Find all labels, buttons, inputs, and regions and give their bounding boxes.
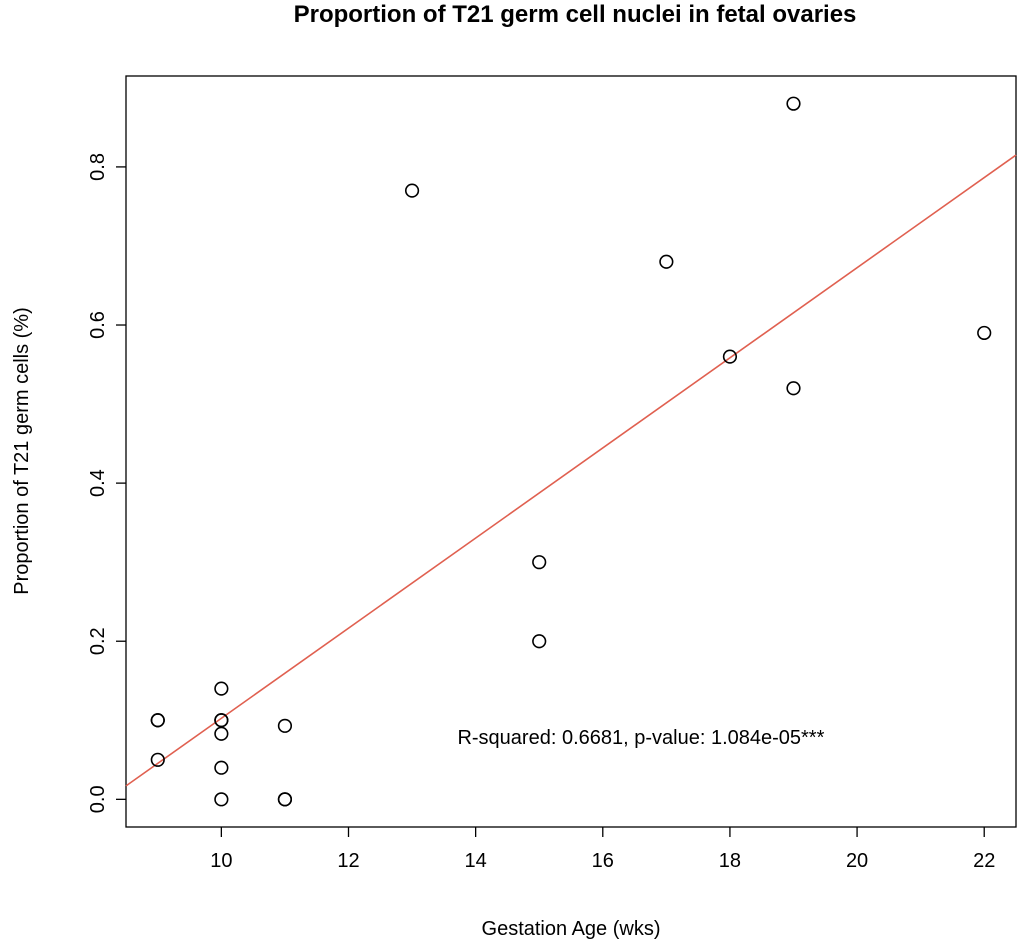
x-tick-label: 20: [846, 850, 868, 872]
y-tick-label: 0.8: [87, 153, 109, 181]
x-tick-label: 12: [337, 850, 359, 872]
data-point: [214, 792, 229, 807]
data-points: [150, 96, 992, 807]
y-tick-label: 0.4: [87, 469, 109, 497]
data-point: [722, 349, 738, 364]
x-tick-label: 10: [210, 850, 232, 872]
x-axis-label: Gestation Age (wks): [482, 918, 661, 940]
data-point: [214, 681, 229, 696]
data-point: [214, 726, 229, 741]
data-point: [786, 96, 801, 111]
data-point: [977, 325, 992, 341]
data-point: [659, 254, 674, 269]
data-point: [404, 183, 420, 198]
data-point: [150, 752, 165, 767]
x-tick-label: 16: [592, 850, 614, 872]
x-tick-label: 14: [465, 850, 487, 872]
data-point: [532, 634, 547, 649]
data-point: [277, 718, 293, 733]
data-point: [214, 713, 229, 728]
data-point: [277, 792, 293, 807]
fit-statistics-annotation: R-squared: 0.6681, p-value: 1.084e-05***: [457, 727, 824, 749]
regression-line: [125, 154, 1017, 787]
y-tick-label: 0.0: [87, 785, 109, 813]
plot-frame: [125, 75, 1017, 828]
y-tick-label: 0.6: [87, 311, 109, 339]
y-axis-label: Proportion of T21 germ cells (%): [11, 307, 33, 595]
x-tick-label: 22: [973, 850, 995, 872]
y-tick-label: 0.2: [87, 627, 109, 655]
x-tick-label: 18: [719, 850, 741, 872]
data-point: [532, 555, 547, 570]
data-point: [786, 381, 801, 396]
data-point: [214, 760, 229, 775]
x-axis: 10 12 14 16 18 20 22: [210, 827, 995, 872]
y-axis: 0.0 0.2 0.4 0.6 0.8: [87, 153, 126, 813]
data-point: [150, 713, 165, 728]
chart-title: Proportion of T21 germ cell nuclei in fe…: [294, 1, 857, 28]
